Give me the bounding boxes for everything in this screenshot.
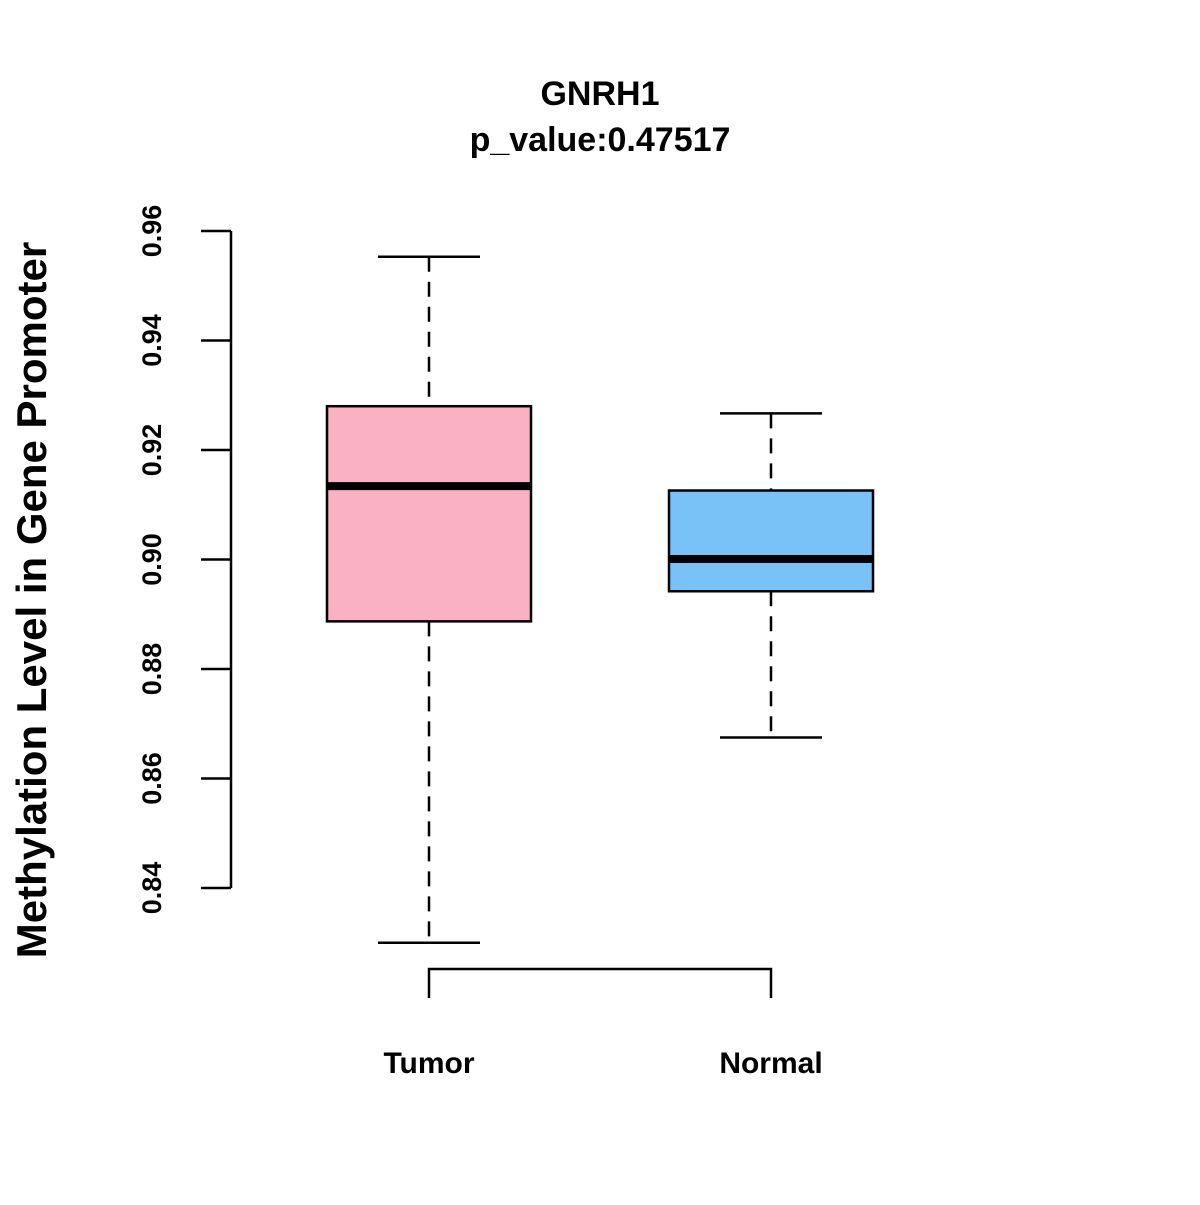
boxes-group — [325, 255, 875, 944]
y-axis: 0.84 0.86 0.88 0.90 0.92 0.94 0.96 — [137, 205, 233, 915]
y-tick-label: 0.94 — [137, 314, 167, 367]
y-axis-label: Methylation Level in Gene Promoter — [8, 242, 55, 958]
x-tick-label: Tumor — [383, 1047, 474, 1080]
y-tick-label: 0.90 — [137, 533, 167, 586]
y-tick-label: 0.88 — [137, 643, 167, 696]
x-tick-label: Normal — [719, 1047, 822, 1080]
box-tumor — [325, 255, 533, 944]
chart-title: GNRH1 — [540, 75, 659, 113]
box-iqr — [325, 404, 533, 623]
box-normal — [667, 412, 875, 739]
y-tick-label: 0.92 — [137, 424, 167, 477]
chart-subtitle: p_value:0.47517 — [470, 121, 731, 159]
y-tick-label: 0.96 — [137, 205, 167, 258]
significance-bracket — [427, 967, 773, 998]
x-axis-labels: Tumor Normal — [383, 1047, 822, 1080]
y-tick-label: 0.84 — [137, 862, 167, 915]
bracket-line — [427, 967, 773, 998]
box-iqr — [667, 489, 875, 593]
y-tick-label: 0.86 — [137, 752, 167, 805]
